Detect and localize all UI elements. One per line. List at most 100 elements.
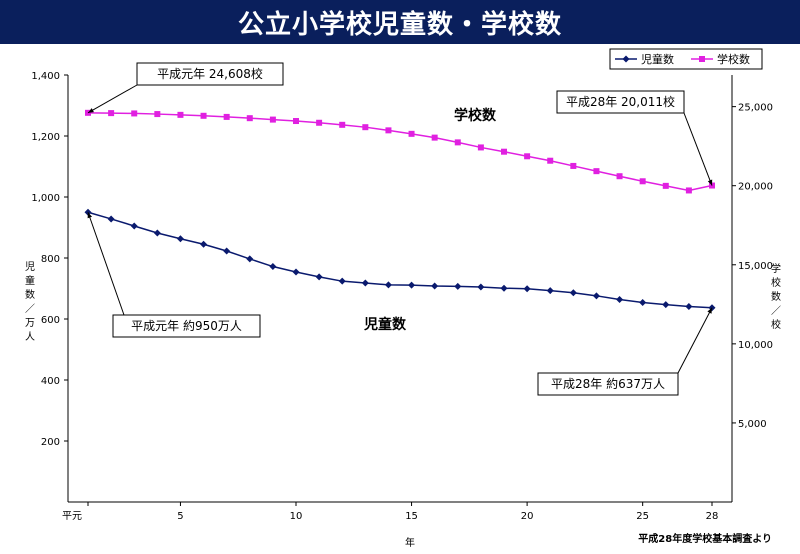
- legend-marker: [699, 56, 705, 62]
- annotation-arrowhead: [707, 179, 713, 186]
- series-point: [685, 302, 693, 310]
- x-tick-label: 28: [706, 511, 719, 522]
- legend-label: 児童数: [641, 52, 674, 66]
- series-point: [384, 281, 392, 289]
- right-tick-label: 15,000: [738, 261, 773, 272]
- series-point: [130, 222, 138, 230]
- source-note: 平成28年度学校基本調査より: [638, 532, 772, 545]
- annotation-box: [556, 90, 685, 114]
- series-point: [616, 173, 623, 180]
- annotation-leader: [677, 307, 713, 374]
- x-tick-label: 25: [636, 511, 649, 522]
- series-point: [639, 178, 646, 185]
- annotation-box: [112, 314, 261, 338]
- series-point: [362, 124, 369, 131]
- right-axis-label: 校: [771, 318, 781, 331]
- series-point: [200, 112, 207, 119]
- series-point: [223, 247, 231, 255]
- annotation-arrowhead: [88, 108, 94, 113]
- right-axis-label: 数: [771, 290, 781, 303]
- annotation-leader: [683, 112, 713, 186]
- series-point: [477, 283, 485, 291]
- series-point: [592, 292, 600, 300]
- left-tick-label: 200: [41, 437, 60, 448]
- series-point: [569, 289, 577, 297]
- x-axis-label: 年: [405, 536, 415, 549]
- left-axis-label: 数: [25, 288, 35, 301]
- series-point: [361, 279, 369, 287]
- series-point: [501, 148, 507, 155]
- series-point: [408, 281, 416, 289]
- series-point: [570, 162, 577, 169]
- series-point: [408, 130, 415, 137]
- series-point: [176, 235, 184, 243]
- x-tick-label: 平元: [62, 511, 82, 522]
- annotation-text: 平成元年 約950万人: [131, 318, 242, 333]
- left-tick-label: 1,000: [31, 193, 60, 204]
- right-axis-label: 校: [771, 276, 781, 289]
- right-tick-label: 25,000: [738, 103, 773, 114]
- series-point: [108, 110, 115, 117]
- series-point: [454, 139, 461, 146]
- series-line: [87, 211, 713, 309]
- left-tick-label: 600: [41, 315, 60, 326]
- series-point: [339, 121, 346, 128]
- legend-marker: [622, 55, 630, 63]
- annotation-text: 平成28年 約637万人: [551, 376, 665, 391]
- left-axis-label: 児: [25, 261, 35, 273]
- series-point: [662, 301, 670, 309]
- right-tick-label: 10,000: [738, 340, 773, 351]
- x-tick-label: 10: [290, 511, 303, 522]
- series-point: [685, 187, 692, 194]
- series-point: [431, 282, 439, 290]
- annotation-box: [537, 372, 679, 396]
- series-point: [616, 295, 624, 303]
- series-point: [292, 268, 300, 276]
- series-point: [246, 255, 254, 263]
- series-point: [639, 299, 647, 307]
- right-tick-label: 20,000: [738, 182, 773, 193]
- series-line: [87, 112, 713, 192]
- series-point: [523, 285, 531, 293]
- series-point: [547, 157, 554, 164]
- chart-title: 公立小学校児童数・学校数: [0, 0, 800, 44]
- annotation-arrowhead: [87, 212, 93, 219]
- annotation-leader: [87, 212, 125, 316]
- legend: 児童数 学校数: [609, 48, 763, 70]
- series-point: [293, 118, 299, 125]
- left-axis-label: ／: [25, 303, 35, 315]
- annotation-box: [136, 62, 284, 86]
- series-point: [454, 282, 462, 290]
- right-tick-label: 5,000: [738, 419, 767, 430]
- series-point: [107, 215, 115, 223]
- annotation-text: 平成元年 24,608校: [157, 66, 263, 81]
- legend-box: [609, 48, 763, 70]
- annotation-leader: [87, 84, 138, 114]
- series-point: [223, 113, 230, 120]
- left-axis-label: 童: [25, 274, 35, 287]
- left-tick-label: 1,400: [31, 71, 60, 82]
- series-point: [177, 111, 184, 118]
- series-point: [269, 263, 277, 271]
- left-axis-label: 万: [25, 318, 35, 329]
- series-point: [316, 119, 323, 126]
- left-tick-label: 1,200: [31, 132, 60, 143]
- series-point: [338, 277, 346, 285]
- annotation-text: 平成28年 20,011校: [566, 94, 675, 109]
- x-tick-label: 20: [521, 511, 534, 522]
- legend-label: 学校数: [717, 52, 750, 66]
- series-point: [269, 116, 276, 123]
- series-point: [546, 287, 554, 295]
- left-axis-label: 人: [25, 331, 35, 343]
- series-point: [500, 284, 508, 292]
- series-label: 学校数: [454, 107, 497, 124]
- series-point: [131, 110, 138, 117]
- series-point: [385, 127, 392, 134]
- series-point: [431, 134, 438, 141]
- series-point: [662, 182, 669, 189]
- annotation-arrowhead: [707, 307, 712, 314]
- x-tick-label: 15: [405, 511, 418, 522]
- axes: 200 400 600 800 1,000 1,200 1,400 5,000 10,000 15…: [25, 71, 781, 549]
- series-point: [315, 273, 323, 281]
